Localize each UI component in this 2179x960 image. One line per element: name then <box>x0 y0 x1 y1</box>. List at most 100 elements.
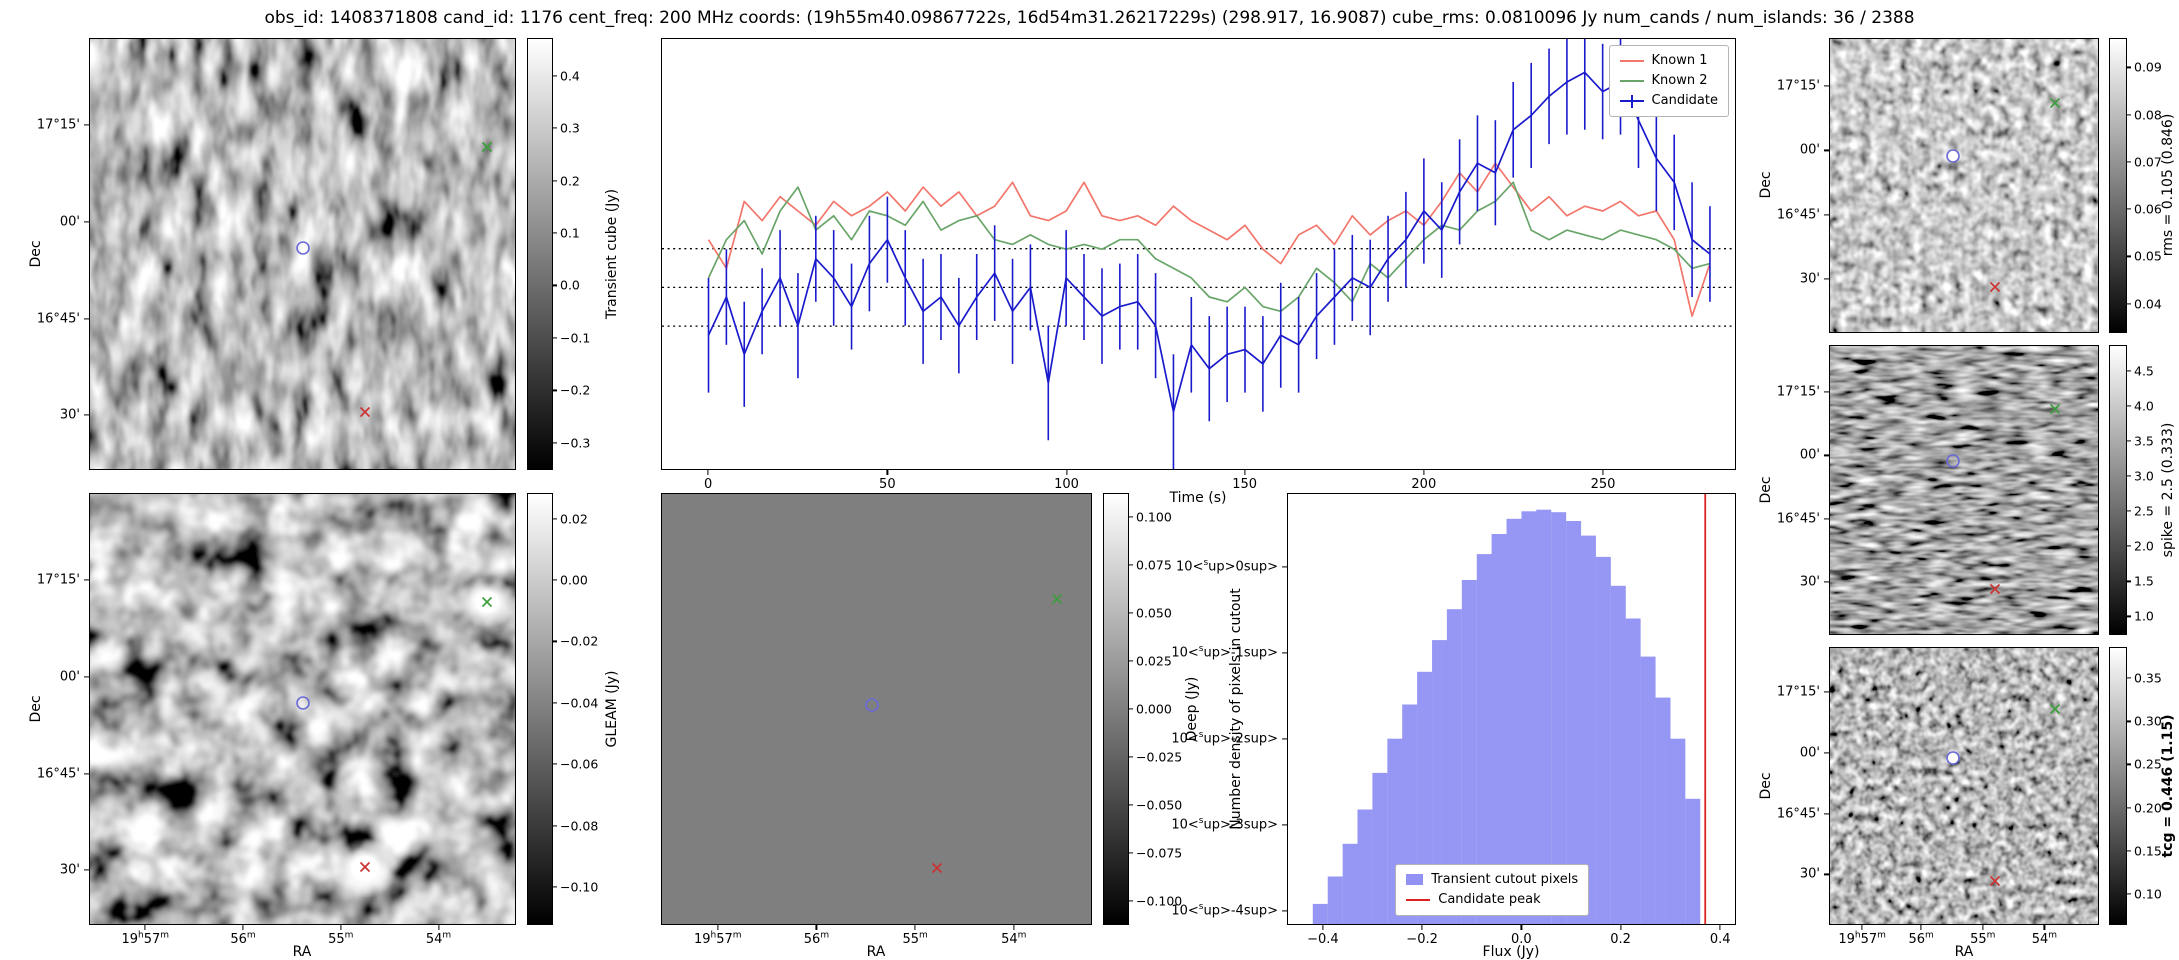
known-source-green-x-marker <box>2049 403 2062 416</box>
tick-label: 54m <box>1001 930 1027 947</box>
colorbar-tick-mark <box>2126 806 2131 809</box>
tcg-image-panel: 17°15' 00' 16°45' 30' 19h57m 56m 55m 54m <box>1777 647 2099 947</box>
colorbar-tick-mark <box>552 825 557 827</box>
tick-label: 10<sup>0sup> <box>1176 557 1278 575</box>
gleam-colorbar-label: GLEAM (Jy) <box>604 670 620 748</box>
tick-label: 100 <box>1054 477 1079 492</box>
tick-mark <box>1282 910 1288 912</box>
tick-mark <box>84 869 90 871</box>
colorbar-tick-mark <box>552 179 557 182</box>
tick-mark <box>1322 924 1324 930</box>
colorbar-tick-mark <box>1128 852 1133 854</box>
histogram-plot <box>1312 494 1707 924</box>
tick-mark <box>1282 738 1288 740</box>
colorbar-tick-mark <box>2126 369 2131 372</box>
colorbar-tick-label: 3.5 <box>2134 433 2154 449</box>
tcg-noise-image <box>1830 648 2098 924</box>
colorbar-tick-label: 0.02 <box>560 511 588 527</box>
tick-label: 16°45' <box>36 311 80 326</box>
lightcurve-legend: Known 1 Known 2 Candidate <box>1608 45 1729 118</box>
tcg-marker-layer <box>1830 648 2098 924</box>
known-source-red-x-marker <box>359 861 372 874</box>
colorbar-tick-label: 4.5 <box>2134 363 2154 379</box>
known-source-red-x-marker <box>1988 280 2001 293</box>
deep-marker-layer <box>662 494 1091 924</box>
tick-label: 17°15' <box>1776 78 1820 94</box>
known1-line-swatch <box>1619 60 1644 63</box>
tcg-colorbar-label: tcg = 0.446 (1.15) <box>2160 714 2176 858</box>
legend-entry-cutout-pixels: Transient cutout pixels <box>1406 870 1578 890</box>
colorbar-tick-mark <box>1128 660 1133 662</box>
tick-mark <box>437 924 440 930</box>
known-source-green-x-marker <box>2049 702 2062 715</box>
tick-mark <box>815 924 818 930</box>
tick-label: 19h57m <box>1838 930 1886 947</box>
tick-label: 30' <box>59 862 80 878</box>
tick-label: 10<sup>-3sup> <box>1171 815 1278 833</box>
histogram-legend: Transient cutout pixels Candidate peak <box>1395 863 1590 916</box>
colorbar-tick-label: 0.07 <box>2134 154 2162 170</box>
colorbar-tick-mark <box>552 579 557 581</box>
colorbar-tick-mark <box>2126 545 2131 547</box>
tick-label: 17°15' <box>1776 684 1820 700</box>
colorbar-tick-mark <box>2126 580 2131 582</box>
colorbar-tick-label: 1.0 <box>2134 608 2154 624</box>
colorbar-tick-mark <box>2126 720 2131 722</box>
tick-label: 17°15' <box>36 117 80 133</box>
colorbar-tick-label: 0.08 <box>2134 107 2162 123</box>
colorbar-tick-mark <box>2126 677 2131 679</box>
legend-entry-known1: Known 1 <box>1619 51 1718 71</box>
colorbar-tick-mark <box>552 640 557 643</box>
tick-mark <box>914 924 916 930</box>
cutout-pixels-patch-swatch <box>1406 874 1424 886</box>
tick-label: 30' <box>59 407 80 423</box>
ra-axis-label: RA <box>292 944 312 960</box>
tick-label: 00' <box>1799 142 1820 158</box>
rms-colorbar: 0.09 0.08 0.07 0.06 0.05 0.04 <box>2109 38 2162 333</box>
colorbar-tick-mark <box>2126 255 2131 257</box>
colorbar-tick-mark <box>2126 66 2131 68</box>
tick-mark <box>1824 691 1830 693</box>
legend-label-known2: Known 2 <box>1651 73 1708 89</box>
tick-label: 17°15' <box>36 572 80 588</box>
colorbar-tick-label: 0.2 <box>560 173 580 189</box>
legend-label-candidate-peak: Candidate peak <box>1438 891 1541 907</box>
colorbar-tick-mark <box>552 442 557 444</box>
tick-mark <box>1920 924 1922 930</box>
tick-label: 30' <box>1799 271 1820 287</box>
colorbar-tick-label: 0.050 <box>1136 605 1172 621</box>
legend-entry-candidate-peak: Candidate peak <box>1406 890 1578 910</box>
tick-label: 16°45' <box>1776 806 1820 822</box>
spike-colorbar: 4.5 4.0 3.5 3.0 2.5 2.0 1.5 1.0 <box>2109 345 2154 635</box>
colorbar-tick-label: 0.35 <box>2134 670 2162 686</box>
tick-mark <box>707 469 709 475</box>
dec-axis-label: Dec <box>1758 772 1774 800</box>
colorbar-tick-mark <box>2126 475 2131 477</box>
tick-label: 56m <box>803 930 830 947</box>
colorbar-tick-label: −0.100 <box>1136 893 1183 909</box>
tick-mark <box>1824 581 1830 583</box>
colorbar-tick-label: 0.06 <box>2134 201 2162 217</box>
colorbar-tick-label: 0.09 <box>2134 59 2162 75</box>
tick-mark <box>1619 924 1622 930</box>
ra-axis-label: RA <box>1954 944 1974 960</box>
colorbar-tick-mark <box>1128 564 1133 566</box>
tick-mark <box>1282 824 1288 826</box>
tick-label: 150 <box>1232 477 1258 492</box>
tick-mark <box>242 924 244 930</box>
colorbar-tick-label: −0.08 <box>560 818 599 834</box>
tick-label: 16°45' <box>1776 511 1820 527</box>
colorbar-tick-label: 3.0 <box>2134 468 2154 484</box>
colorbar-tick-mark <box>552 702 557 704</box>
tick-label: −0.2 <box>1406 932 1438 947</box>
colorbar-tick-label: 0.1 <box>560 225 580 241</box>
tick-label: 19h57m <box>693 930 742 947</box>
tick-label: 30' <box>1799 866 1820 882</box>
candidate-circle-marker <box>864 697 880 713</box>
colorbar-tick-label: 0.20 <box>2134 800 2162 816</box>
tick-mark <box>1282 566 1288 568</box>
lightcurve-plot <box>662 39 1735 469</box>
colorbar-tick-label: −0.06 <box>560 756 599 772</box>
histogram-panel: 10<sup>0sup> 10<sup>-1sup> 10<sup>-2sup> 10… <box>1171 493 1736 947</box>
